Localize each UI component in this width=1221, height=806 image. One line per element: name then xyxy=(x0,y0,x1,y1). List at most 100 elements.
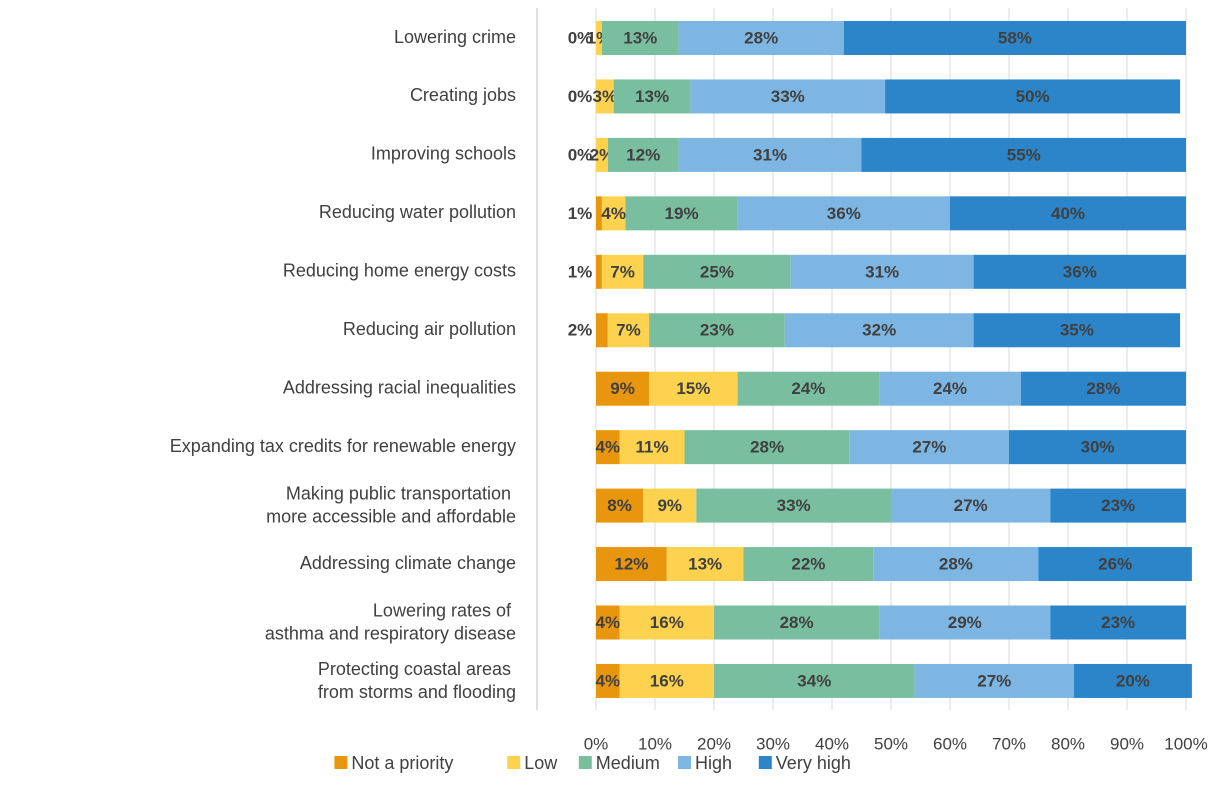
data-label: 23% xyxy=(1101,496,1135,515)
bar-segment xyxy=(601,254,644,289)
x-tick-label: 90% xyxy=(1110,734,1144,753)
bar-segment xyxy=(596,663,620,698)
data-label: 0% xyxy=(568,28,593,47)
bar-segment xyxy=(849,430,1009,465)
bar-segment xyxy=(596,196,602,231)
category-label: Expanding tax credits for renewable ener… xyxy=(170,436,516,456)
data-label: 28% xyxy=(780,613,814,632)
bar-segment xyxy=(678,137,862,172)
data-label: 24% xyxy=(933,379,967,398)
bar-segment xyxy=(843,21,1186,55)
bar-segment xyxy=(690,79,886,114)
data-label: 16% xyxy=(650,671,684,690)
category-label: Lowering rates of asthma and respiratory… xyxy=(265,600,516,643)
bar-segment xyxy=(696,488,891,523)
data-label: 13% xyxy=(623,28,657,47)
data-label: 34% xyxy=(797,671,831,690)
bar-segment xyxy=(1020,371,1186,406)
bar-segment xyxy=(743,547,874,582)
legend-label: High xyxy=(695,753,732,773)
bar-segment xyxy=(1050,488,1186,523)
legend-swatch xyxy=(578,756,592,769)
legend-swatch xyxy=(334,756,348,769)
category-line: from storms and flooding xyxy=(318,682,516,702)
category-line: Making public transportation xyxy=(286,483,516,503)
data-label: 7% xyxy=(616,321,641,340)
bar-segment xyxy=(613,79,691,114)
bar-segment xyxy=(1009,430,1186,465)
data-label: 27% xyxy=(912,438,946,457)
data-label: 0% xyxy=(568,87,593,106)
data-label: 19% xyxy=(665,204,699,223)
data-label: 7% xyxy=(610,262,635,281)
legend-label: Not a priority xyxy=(351,753,453,773)
bar-segment xyxy=(678,21,844,55)
legend-label: Medium xyxy=(596,753,660,773)
data-label: 9% xyxy=(610,379,635,398)
category-label: Reducing home energy costs xyxy=(283,261,516,281)
bar-segment xyxy=(596,547,667,582)
bar-segment xyxy=(596,488,644,523)
category-line: Lowering rates of xyxy=(373,600,516,620)
data-label: 9% xyxy=(657,496,682,515)
data-label: 23% xyxy=(700,321,734,340)
bar-segment xyxy=(873,547,1039,582)
bar-segment xyxy=(784,313,974,348)
category-label: Creating jobs xyxy=(410,85,516,105)
data-label: 4% xyxy=(596,613,621,632)
data-label: 30% xyxy=(1080,438,1114,457)
data-label: 28% xyxy=(744,28,778,47)
bar-segment xyxy=(714,605,880,640)
bar-segment xyxy=(973,313,1181,348)
bar-segment xyxy=(790,254,974,289)
data-label: 27% xyxy=(977,671,1011,690)
data-label: 28% xyxy=(750,438,784,457)
bar-segment xyxy=(737,196,950,231)
data-label: 0% xyxy=(568,145,593,164)
data-label: 31% xyxy=(753,145,787,164)
bar-segment xyxy=(950,196,1186,231)
data-label: 12% xyxy=(614,555,648,574)
category-line: asthma and respiratory disease xyxy=(265,623,516,643)
x-tick-label: 30% xyxy=(756,734,790,753)
data-label: 11% xyxy=(636,438,669,457)
data-label: 33% xyxy=(771,87,805,106)
data-label: 2% xyxy=(568,321,593,340)
category-label: Lowering crime xyxy=(394,27,516,47)
legend-swatch xyxy=(678,756,691,769)
data-label: 25% xyxy=(700,262,734,281)
data-label: 31% xyxy=(865,262,899,281)
x-tick-label: 80% xyxy=(1051,734,1085,753)
bar-segment xyxy=(625,196,738,231)
data-label: 20% xyxy=(1116,671,1150,690)
data-label: 16% xyxy=(650,613,684,632)
bar-segment xyxy=(601,21,679,55)
bar-segment xyxy=(914,663,1074,698)
bar-segment xyxy=(666,547,744,582)
data-label: 3% xyxy=(593,87,618,106)
bar-segment xyxy=(607,313,650,348)
legend-label: Very high xyxy=(776,753,851,773)
x-tick-label: 60% xyxy=(933,734,967,753)
bar-segment xyxy=(596,430,620,465)
data-label: 26% xyxy=(1098,555,1132,574)
category-label: Protecting coastal areas from storms and… xyxy=(318,659,516,702)
data-label: 36% xyxy=(1063,262,1097,281)
data-label: 40% xyxy=(1051,204,1085,223)
bar-segment xyxy=(596,254,602,289)
bar-segment xyxy=(596,21,602,55)
data-label: 29% xyxy=(948,613,982,632)
x-tick-label: 40% xyxy=(815,734,849,753)
data-label: 8% xyxy=(607,496,632,515)
bar-segment xyxy=(596,371,650,406)
bar-segment xyxy=(596,79,614,114)
data-label: 50% xyxy=(1016,87,1050,106)
bar-segment xyxy=(714,663,915,698)
data-label: 36% xyxy=(827,204,861,223)
data-label: 33% xyxy=(777,496,811,515)
data-label: 23% xyxy=(1101,613,1135,632)
bar-segment xyxy=(1050,605,1186,640)
bar-segment xyxy=(684,430,850,465)
category-label: Addressing racial inequalities xyxy=(283,377,516,397)
bar-segment xyxy=(619,430,685,465)
